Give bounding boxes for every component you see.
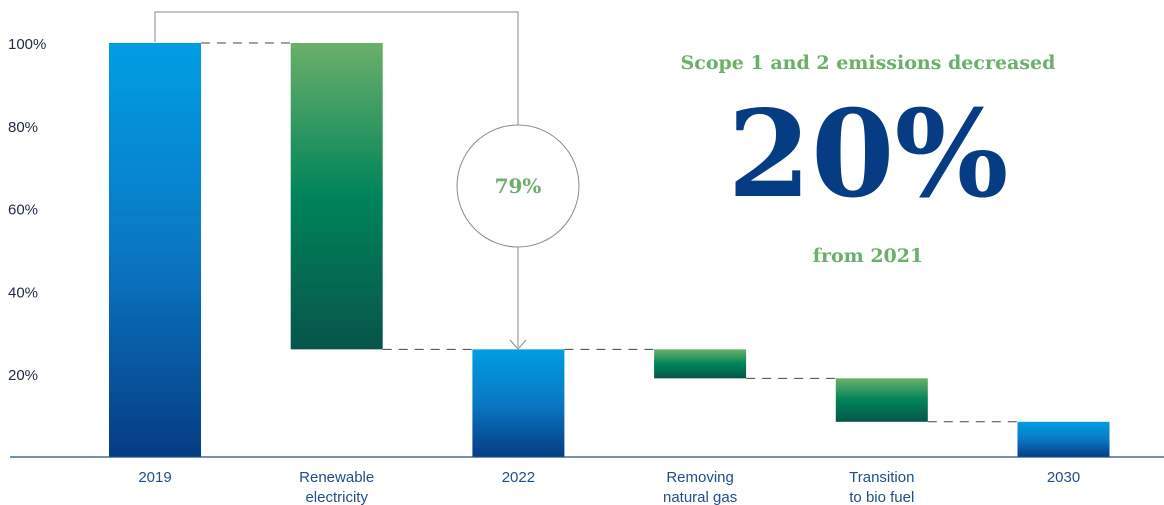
headline-caption: from 2021 <box>813 245 923 267</box>
bar-renewable-electricity <box>290 43 383 350</box>
headline-value: 20% <box>727 84 1008 225</box>
y-axis-ticks: 100% 80% 60% 40% 20% <box>8 36 46 384</box>
y-tick-label: 20% <box>8 367 38 384</box>
category-label: Removing natural gas <box>663 469 737 505</box>
bars <box>109 43 1110 457</box>
callout-value: 79% <box>495 174 542 198</box>
bar-removing-natural-gas <box>654 349 747 379</box>
category-label: Renewable electricity <box>299 469 374 505</box>
bar-2030 <box>1017 421 1110 457</box>
headline-subtitle: Scope 1 and 2 emissions decreased <box>681 52 1056 74</box>
y-tick-label: 60% <box>8 202 38 219</box>
callout-arrow-head <box>509 339 527 350</box>
category-label: 2022 <box>502 469 535 486</box>
bar-2019 <box>109 43 201 457</box>
y-tick-label: 80% <box>8 119 38 136</box>
bar-transition-to-bio-fuel <box>835 378 928 422</box>
category-label: 2019 <box>138 469 171 486</box>
y-tick-label: 100% <box>8 36 46 53</box>
category-label: 2030 <box>1047 469 1080 486</box>
callout-bracket-line <box>154 11 519 136</box>
y-tick-label: 40% <box>8 284 38 301</box>
bar-2022 <box>472 349 565 457</box>
category-labels: 2019 Renewable electricity 2022 Removing natu… <box>138 469 1080 505</box>
category-label: Transition to bio fuel <box>849 469 914 505</box>
